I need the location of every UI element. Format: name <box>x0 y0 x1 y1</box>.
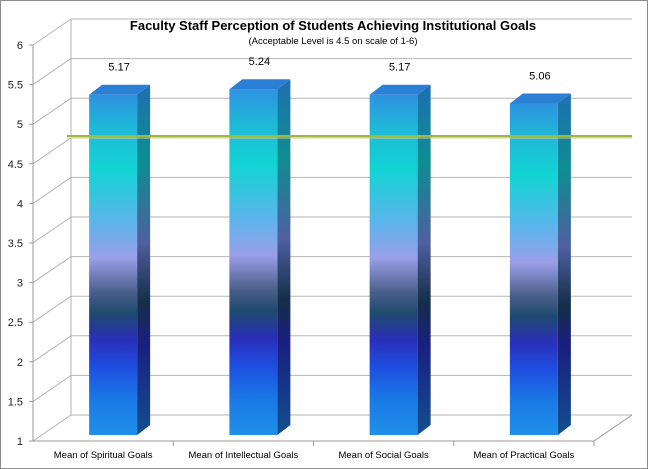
chart-title: Faculty Staff Perception of Students Ach… <box>130 18 536 33</box>
gridline-side <box>32 176 72 204</box>
bar <box>509 103 558 435</box>
x-category-label: Mean of Spiritual Goals <box>54 450 153 461</box>
data-label: 5.17 <box>108 62 129 74</box>
gridline-side <box>32 58 72 86</box>
bar <box>89 94 138 436</box>
y-tick-label: 4.5 <box>8 159 23 171</box>
data-label: 5.24 <box>249 56 270 68</box>
gridline-side <box>32 374 72 402</box>
y-tick-label: 1 <box>17 436 23 448</box>
x-category-label: Mean of Social Goals <box>338 450 429 461</box>
bar-side <box>277 79 291 435</box>
gridline-side <box>32 414 72 442</box>
data-labels: 5.17 5.24 5.17 5.06 <box>108 56 550 82</box>
y-tick-label: 3.5 <box>8 238 23 250</box>
bar <box>369 94 418 436</box>
gridline-side <box>32 18 72 46</box>
gridline-side <box>32 335 72 363</box>
y-tick-label: 4 <box>17 198 23 210</box>
bars <box>89 79 571 436</box>
gridline-side <box>32 216 72 244</box>
bar-top <box>509 93 571 104</box>
chart-subtitle: (Acceptable Level is 4.5 on scale of 1-6… <box>249 36 418 47</box>
y-tick-label: 5 <box>17 119 23 131</box>
gridline-side <box>32 97 72 125</box>
bar-side <box>417 84 431 436</box>
bar-side <box>557 93 571 435</box>
bar-side <box>137 84 151 436</box>
x-axis-categories: Mean of Spiritual Goals Mean of Intellect… <box>54 450 575 461</box>
y-tick-label: 1.5 <box>8 396 23 408</box>
y-tick-label: 3 <box>17 278 23 290</box>
y-axis-ticks: 1 1.5 2 2.5 3 3.5 4 4.5 5 5.5 6 <box>8 40 23 448</box>
gridline-side <box>32 256 72 284</box>
floor-right-edge <box>593 414 633 442</box>
y-tick-label: 2 <box>17 357 23 369</box>
gridline-side <box>32 137 72 165</box>
axes <box>29 19 633 446</box>
data-label: 5.06 <box>529 70 550 82</box>
bar <box>229 89 278 435</box>
y-tick-label: 6 <box>17 40 23 52</box>
gridline-side <box>32 295 72 323</box>
reference-line-group <box>67 135 632 139</box>
x-category-label: Mean of Practical Goals <box>473 450 574 461</box>
chart-title-group: Faculty Staff Perception of Students Ach… <box>130 18 536 47</box>
bar-top <box>229 79 291 90</box>
y-tick-label: 2.5 <box>8 317 23 329</box>
bar-top <box>369 84 431 95</box>
x-category-label: Mean of Intellectual Goals <box>188 450 298 461</box>
data-label: 5.17 <box>389 62 410 74</box>
y-tick-label: 5.5 <box>8 80 23 92</box>
bar-top <box>89 84 151 95</box>
